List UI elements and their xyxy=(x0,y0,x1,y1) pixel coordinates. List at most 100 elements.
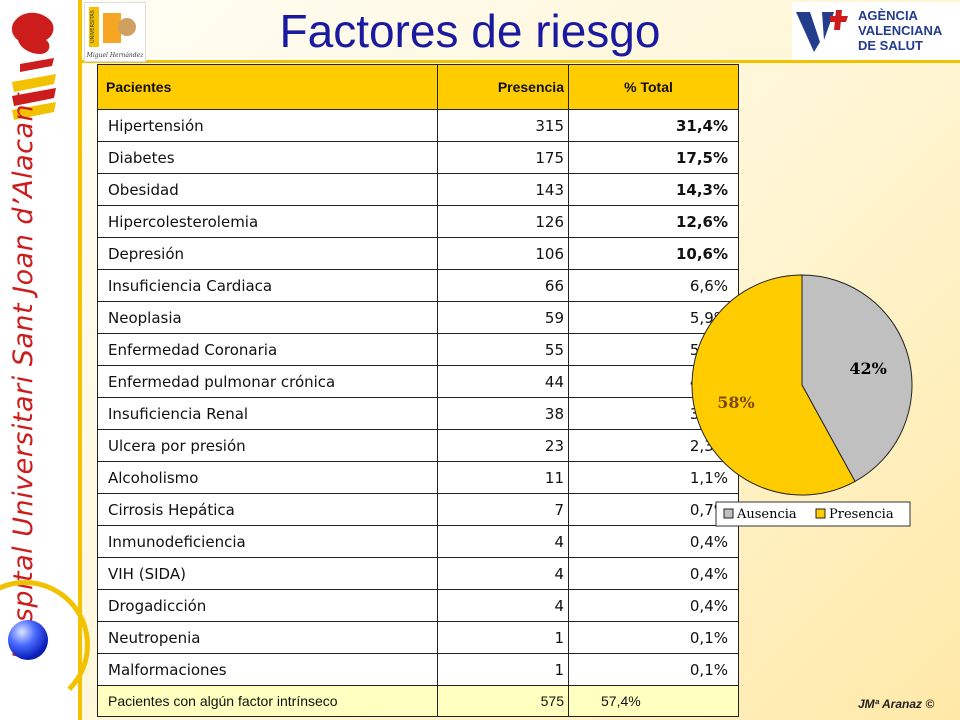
cell-factor: Obesidad xyxy=(97,173,438,206)
cell-count: 4 xyxy=(437,557,569,590)
cell-factor: Malformaciones xyxy=(97,653,438,686)
table-header-row: Pacientes Presencia % Total xyxy=(97,64,739,110)
header-divider xyxy=(80,60,960,63)
table-row: Enfermedad Coronaria555,5% xyxy=(97,333,739,366)
cell-percent: 14,3% xyxy=(568,173,739,206)
legend-swatch-presencia xyxy=(815,508,826,519)
cell-factor: Enfermedad Coronaria xyxy=(97,333,438,366)
cell-count: 11 xyxy=(437,461,569,494)
pie-label-presencia: 58% xyxy=(717,393,754,412)
cell-factor: Hipercolesterolemia xyxy=(97,205,438,238)
cell-factor: Neutropenia xyxy=(97,621,438,654)
hospital-name: Hospital Universitari Sant Joan d’Alacan… xyxy=(8,92,39,660)
table-row: Depresión 106 10,6% xyxy=(97,237,739,270)
cell-factor: Hipertensión xyxy=(97,109,438,142)
risk-factors-table: Pacientes Presencia % Total Hipertensión… xyxy=(97,64,739,717)
cell-factor: Depresión xyxy=(97,237,438,270)
table-row: Neoplasia 59 5,9% xyxy=(97,301,739,334)
cell-percent: 0,4% xyxy=(568,589,739,622)
cell-count: 175 xyxy=(437,141,569,174)
cell-count: 44 xyxy=(437,365,569,398)
table-row: Insuficiencia Renal383,8% xyxy=(97,397,739,430)
cell-count: 1 xyxy=(437,621,569,654)
cell-factor: Drogadicción xyxy=(97,589,438,622)
table-row: Enfermedad pulmonar crónica444,4% xyxy=(97,365,739,398)
cell-count: 7 xyxy=(437,493,569,526)
cell-factor: Enfermedad pulmonar crónica xyxy=(97,365,438,398)
pie-slice-ausencia xyxy=(801,274,913,483)
legend-swatch-ausencia xyxy=(723,508,734,519)
cell-count: 315 xyxy=(437,109,569,142)
cell-count: 4 xyxy=(437,525,569,558)
table-row: Diabetes 175 17,5% xyxy=(97,141,739,174)
cell-count: 66 xyxy=(437,269,569,302)
cell-factor: Inmunodeficiencia xyxy=(97,525,438,558)
university-caption: UNIVERSITAS xyxy=(90,10,96,43)
cell-count: 23 xyxy=(437,429,569,462)
cell-count: 143 xyxy=(437,173,569,206)
table-row: Hipercolesterolemia 126 12,6% xyxy=(97,205,739,238)
globe-icon xyxy=(8,620,48,660)
table-row: Insuficiencia Cardiaca 66 6,6% xyxy=(97,269,739,302)
cell-count: 59 xyxy=(437,301,569,334)
cell-count: 1 xyxy=(437,653,569,686)
table-row: Neutropenia 1 0,1% xyxy=(97,621,739,654)
cell-count: 55 xyxy=(437,333,569,366)
agency-logo: AGÈNCIA VALENCIANA DE SALUT xyxy=(792,2,960,60)
cell-percent: 0,1% xyxy=(568,621,739,654)
legend-box xyxy=(715,501,911,527)
cell-percent: 0,4% xyxy=(568,557,739,590)
cell-factor: Insuficiencia Cardiaca xyxy=(97,269,438,302)
agency-line-1: AGÈNCIA xyxy=(858,8,918,23)
cell-percent: 17,5% xyxy=(568,141,739,174)
table-footer-row: Pacientes con algún factor intrínseco 575… xyxy=(97,685,739,717)
cell-factor: Insuficiencia Renal xyxy=(97,397,438,430)
table-row: Malformaciones 1 0,1% xyxy=(97,653,739,686)
pie-slice-presencia xyxy=(691,274,856,496)
table-row: Ulcera por presión 23 2,3% xyxy=(97,429,739,462)
table-row: Hipertensión 315 31,4% xyxy=(97,109,739,142)
cell-factor: Alcoholismo xyxy=(97,461,438,494)
header-pct-total: % Total xyxy=(568,64,739,110)
footer-count: 575 xyxy=(437,685,569,717)
presence-pie-chart: 42% 58% Ausencia Presencia xyxy=(691,274,913,527)
cell-percent: 1,1% xyxy=(568,461,739,494)
agency-mark-icon xyxy=(796,10,848,52)
cell-factor: Cirrosis Hepática xyxy=(97,493,438,526)
table-row: Alcoholismo 11 1,1% xyxy=(97,461,739,494)
cell-factor: Ulcera por presión xyxy=(97,429,438,462)
pie-label-ausencia: 42% xyxy=(849,359,886,378)
legend-label-ausencia: Ausencia xyxy=(736,507,797,522)
cell-count: 126 xyxy=(437,205,569,238)
cell-count: 38 xyxy=(437,397,569,430)
cell-percent: 31,4% xyxy=(568,109,739,142)
agency-line-2: VALENCIANA xyxy=(858,23,943,38)
university-sub: Miguel Hernández xyxy=(86,52,144,59)
header-pacientes: Pacientes xyxy=(97,64,438,110)
author-credit: JMª Aranaz © xyxy=(858,697,935,711)
cell-factor: Diabetes xyxy=(97,141,438,174)
legend-label-presencia: Presencia xyxy=(829,507,894,522)
cell-percent: 0,4% xyxy=(568,525,739,558)
cell-factor: Neoplasia xyxy=(97,301,438,334)
table-row: VIH (SIDA) 4 0,4% xyxy=(97,557,739,590)
cell-factor: VIH (SIDA) xyxy=(97,557,438,590)
footer-percent: 57,4% xyxy=(568,685,739,717)
left-divider xyxy=(78,0,82,720)
page-title: Factores de riesgo xyxy=(279,5,661,57)
table-row: Cirrosis Hepática 7 0,7% xyxy=(97,493,739,526)
cell-count: 4 xyxy=(437,589,569,622)
footer-label: Pacientes con algún factor intrínseco xyxy=(97,685,438,717)
cell-count: 106 xyxy=(437,237,569,270)
cell-percent: 12,6% xyxy=(568,205,739,238)
table-body: Hipertensión 315 31,4% Diabetes 175 17,5% Obes… xyxy=(97,109,739,717)
table-row: Drogadicción 4 0,4% xyxy=(97,589,739,622)
table-row: Obesidad 143 14,3% xyxy=(97,173,739,206)
university-logo: Miguel Hernández UNIVERSITAS xyxy=(84,2,146,62)
agency-line-3: DE SALUT xyxy=(858,38,923,53)
cell-percent: 10,6% xyxy=(568,237,739,270)
generalitat-logo xyxy=(11,12,56,120)
cell-percent: 0,1% xyxy=(568,653,739,686)
decorative-arc xyxy=(0,580,90,710)
header-presencia: Presencia xyxy=(437,64,569,110)
